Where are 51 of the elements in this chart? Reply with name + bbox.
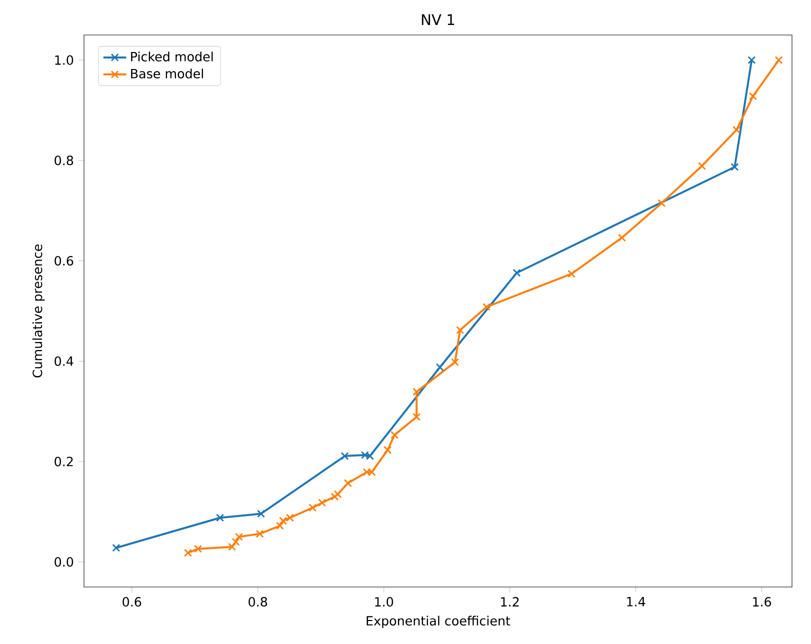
x-tick-label: 1.4 xyxy=(627,597,646,606)
point xyxy=(228,542,236,551)
point xyxy=(308,504,317,512)
point xyxy=(216,514,224,522)
chart-title: NV 1 xyxy=(422,14,454,25)
point xyxy=(184,548,192,557)
point xyxy=(748,92,757,100)
x-tick-label: 1.6 xyxy=(753,597,772,607)
point xyxy=(732,126,741,134)
point xyxy=(748,56,756,64)
point xyxy=(276,522,284,530)
point xyxy=(112,544,120,552)
point xyxy=(730,162,739,172)
y-tick-label: 1.0 xyxy=(55,55,74,65)
point xyxy=(482,302,491,312)
x-tick-label: 1.0 xyxy=(375,597,394,607)
x-tick-label: 0.8 xyxy=(248,597,268,607)
point xyxy=(194,544,202,553)
point xyxy=(340,452,349,460)
point xyxy=(344,479,352,488)
point xyxy=(334,490,342,498)
y-tick-label: 0.6 xyxy=(54,256,74,266)
y-tick-label: 0.0 xyxy=(54,557,74,567)
point xyxy=(436,363,444,372)
legend-label: Base model xyxy=(131,68,203,78)
legend-label: Picked model xyxy=(131,52,213,62)
point xyxy=(384,446,392,454)
point xyxy=(412,412,421,421)
x-axis-title: Exponential coefficient xyxy=(366,616,510,628)
point xyxy=(390,430,399,439)
point xyxy=(774,56,783,64)
point xyxy=(232,538,240,546)
y-tick-label: 0.2 xyxy=(54,456,73,466)
y-tick-label: 0.8 xyxy=(54,156,74,166)
point xyxy=(512,268,521,277)
x-tick-label: 1.2 xyxy=(501,597,519,606)
point xyxy=(698,162,706,170)
point xyxy=(618,234,626,242)
point xyxy=(256,510,266,518)
point xyxy=(412,388,421,396)
point xyxy=(234,532,243,541)
point xyxy=(256,530,264,538)
point xyxy=(658,199,666,208)
point xyxy=(318,498,326,507)
point xyxy=(330,492,339,501)
x-tick-label: 0.6 xyxy=(122,597,142,607)
y-tick-label: 0.4 xyxy=(54,356,74,366)
point xyxy=(456,326,464,334)
y-axis-title: Cumulative presence xyxy=(32,244,45,378)
point xyxy=(450,358,460,366)
point xyxy=(568,270,576,278)
